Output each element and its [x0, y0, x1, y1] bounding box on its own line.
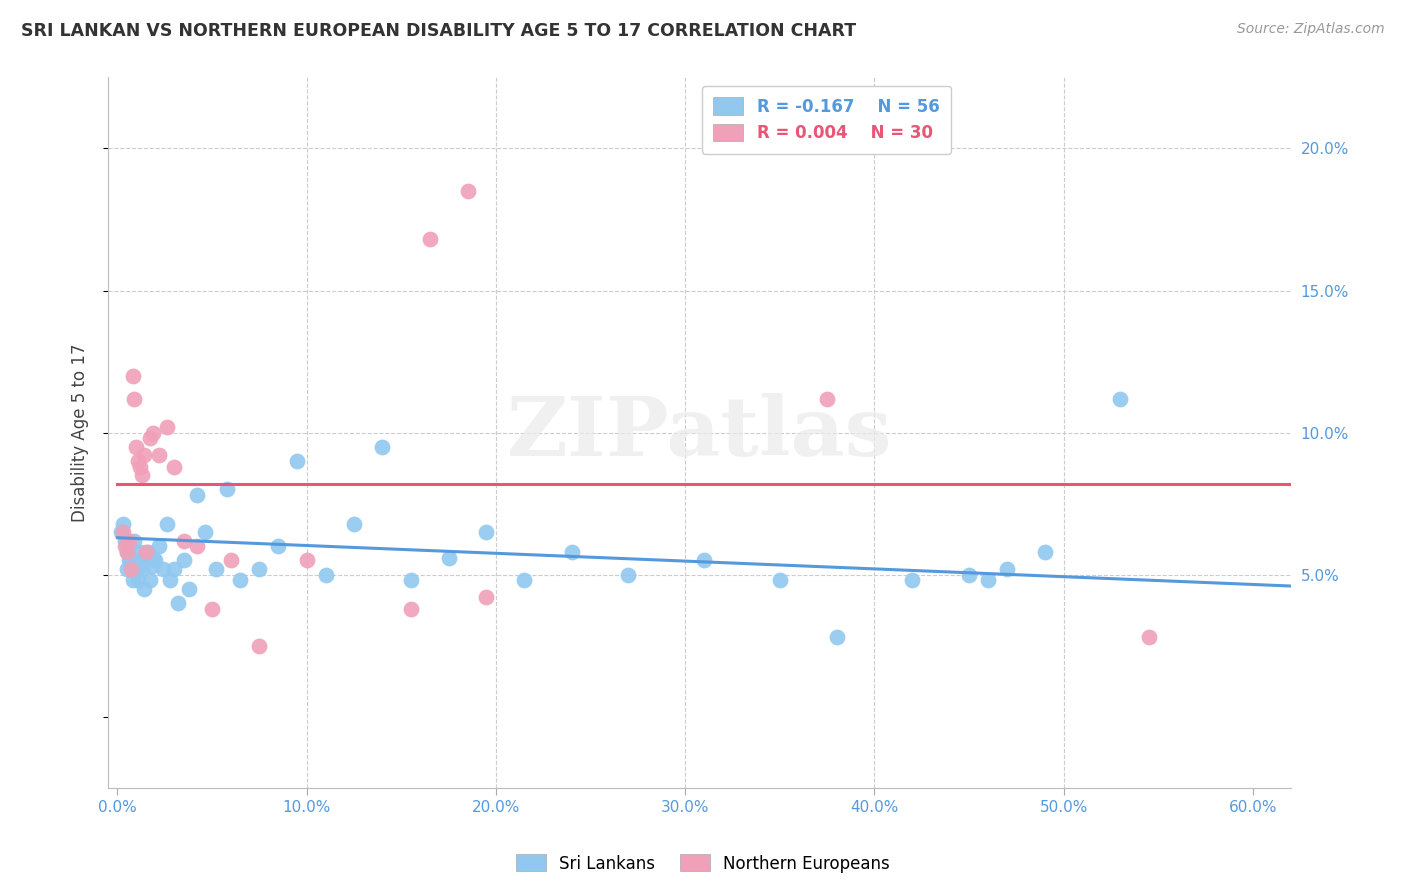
- Point: [693, 553, 716, 567]
- Point: [131, 468, 153, 483]
- Point: [901, 574, 924, 588]
- Point: [167, 596, 190, 610]
- Point: [977, 574, 1000, 588]
- Point: [112, 524, 135, 539]
- Point: [1033, 545, 1056, 559]
- Point: [142, 550, 165, 565]
- Point: [124, 533, 146, 548]
- Point: [163, 562, 186, 576]
- Point: [163, 459, 186, 474]
- Point: [148, 448, 170, 462]
- Point: [138, 574, 160, 588]
- Point: [129, 559, 152, 574]
- Point: [995, 562, 1018, 576]
- Point: [136, 545, 159, 559]
- Point: [118, 533, 141, 548]
- Point: [399, 601, 422, 615]
- Point: [186, 539, 208, 553]
- Point: [193, 524, 215, 539]
- Point: [295, 553, 318, 567]
- Point: [118, 553, 141, 567]
- Point: [138, 431, 160, 445]
- Point: [121, 368, 143, 383]
- Point: [315, 567, 337, 582]
- Point: [127, 574, 149, 588]
- Point: [118, 539, 141, 553]
- Point: [285, 454, 308, 468]
- Point: [343, 516, 366, 531]
- Point: [219, 553, 242, 567]
- Point: [115, 545, 138, 559]
- Point: [143, 553, 166, 567]
- Point: [127, 454, 149, 468]
- Point: [825, 630, 848, 644]
- Point: [114, 539, 136, 553]
- Point: [229, 574, 252, 588]
- Point: [815, 392, 838, 406]
- Point: [267, 539, 290, 553]
- Point: [129, 545, 152, 559]
- Point: [247, 562, 270, 576]
- Point: [152, 562, 174, 576]
- Point: [457, 184, 479, 198]
- Point: [125, 553, 148, 567]
- Point: [114, 533, 136, 548]
- Point: [148, 539, 170, 553]
- Point: [120, 553, 142, 567]
- Text: ZIPatlas: ZIPatlas: [506, 392, 891, 473]
- Point: [121, 574, 143, 588]
- Point: [419, 232, 441, 246]
- Point: [186, 488, 208, 502]
- Point: [132, 448, 155, 462]
- Point: [112, 516, 135, 531]
- Point: [769, 574, 792, 588]
- Point: [201, 601, 224, 615]
- Legend: R = -0.167    N = 56, R = 0.004    N = 30: R = -0.167 N = 56, R = 0.004 N = 30: [702, 86, 952, 153]
- Point: [1109, 392, 1132, 406]
- Point: [217, 483, 239, 497]
- Point: [513, 574, 536, 588]
- Text: SRI LANKAN VS NORTHERN EUROPEAN DISABILITY AGE 5 TO 17 CORRELATION CHART: SRI LANKAN VS NORTHERN EUROPEAN DISABILI…: [21, 22, 856, 40]
- Point: [371, 440, 394, 454]
- Point: [120, 562, 142, 576]
- Point: [142, 425, 165, 440]
- Point: [131, 562, 153, 576]
- Point: [156, 420, 179, 434]
- Point: [135, 545, 157, 559]
- Point: [247, 639, 270, 653]
- Point: [475, 524, 498, 539]
- Point: [159, 574, 181, 588]
- Text: Source: ZipAtlas.com: Source: ZipAtlas.com: [1237, 22, 1385, 37]
- Point: [115, 545, 138, 559]
- Legend: Sri Lankans, Northern Europeans: Sri Lankans, Northern Europeans: [509, 847, 897, 880]
- Point: [957, 567, 980, 582]
- Point: [135, 553, 157, 567]
- Point: [156, 516, 179, 531]
- Point: [141, 559, 163, 574]
- Point: [115, 562, 138, 576]
- Point: [173, 553, 195, 567]
- Point: [125, 440, 148, 454]
- Point: [132, 582, 155, 596]
- Point: [1137, 630, 1160, 644]
- Point: [399, 574, 422, 588]
- Point: [205, 562, 228, 576]
- Y-axis label: Disability Age 5 to 17: Disability Age 5 to 17: [72, 343, 89, 522]
- Point: [561, 545, 583, 559]
- Point: [179, 582, 201, 596]
- Point: [173, 533, 195, 548]
- Point: [437, 550, 460, 565]
- Point: [617, 567, 640, 582]
- Point: [475, 591, 498, 605]
- Point: [129, 459, 152, 474]
- Point: [124, 392, 146, 406]
- Point: [110, 524, 132, 539]
